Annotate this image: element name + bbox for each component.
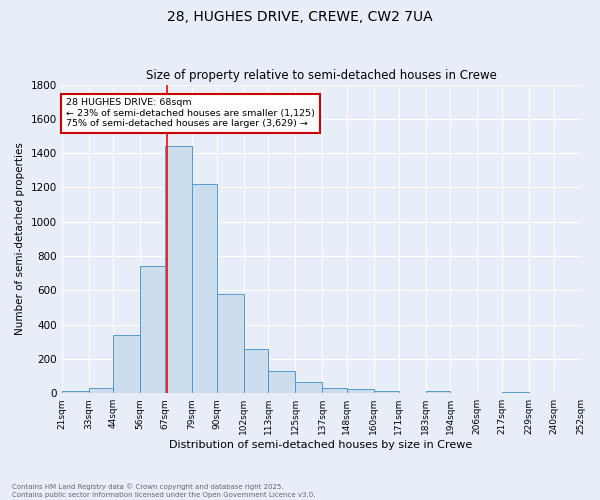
- Bar: [581, 390, 600, 393]
- Text: 28 HUGHES DRIVE: 68sqm
← 23% of semi-detached houses are smaller (1,125)
75% of : 28 HUGHES DRIVE: 68sqm ← 23% of semi-det…: [66, 98, 315, 128]
- Bar: [62, 390, 89, 393]
- Bar: [347, 389, 374, 393]
- Title: Size of property relative to semi-detached houses in Crewe: Size of property relative to semi-detach…: [146, 69, 497, 82]
- Bar: [113, 335, 140, 393]
- Bar: [425, 390, 450, 393]
- Bar: [295, 382, 322, 393]
- Y-axis label: Number of semi-detached properties: Number of semi-detached properties: [15, 142, 25, 336]
- X-axis label: Distribution of semi-detached houses by size in Crewe: Distribution of semi-detached houses by …: [169, 440, 473, 450]
- Bar: [268, 371, 295, 393]
- Bar: [322, 388, 347, 393]
- Bar: [140, 266, 165, 393]
- Bar: [244, 348, 268, 393]
- Bar: [165, 146, 192, 393]
- Bar: [374, 390, 398, 393]
- Bar: [192, 184, 217, 393]
- Bar: [217, 294, 244, 393]
- Bar: [502, 392, 529, 393]
- Bar: [89, 388, 113, 393]
- Text: 28, HUGHES DRIVE, CREWE, CW2 7UA: 28, HUGHES DRIVE, CREWE, CW2 7UA: [167, 10, 433, 24]
- Text: Contains HM Land Registry data © Crown copyright and database right 2025.
Contai: Contains HM Land Registry data © Crown c…: [12, 484, 316, 498]
